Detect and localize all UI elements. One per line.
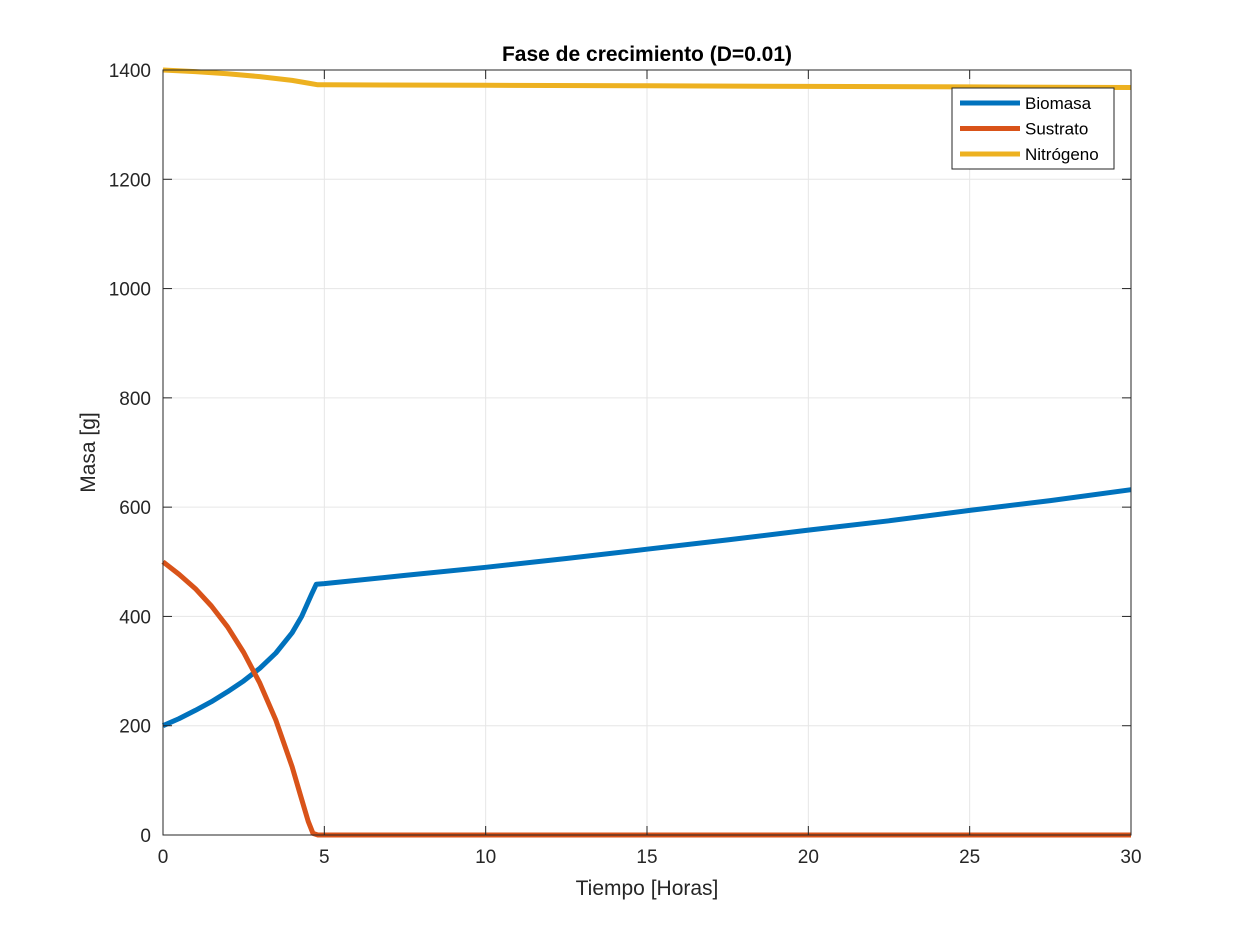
y-tick-label: 1400 (109, 61, 151, 82)
y-tick-label: 800 (119, 389, 151, 410)
x-tick-label: 30 (1120, 847, 1141, 868)
y-tick-label: 1200 (109, 170, 151, 191)
x-tick-label: 0 (158, 847, 169, 868)
x-tick-label: 25 (959, 847, 980, 868)
grid (162, 69, 1132, 836)
series-line-nitrogeno (162, 67, 1132, 90)
y-tick-label: 0 (140, 826, 151, 847)
x-axis-label: Tiempo [Horas] (576, 877, 719, 900)
x-tick-label: 10 (475, 847, 496, 868)
y-axis-label: Masa [g] (77, 412, 100, 493)
legend-label-nitrogeno: Nitrógeno (1025, 145, 1099, 164)
x-tick-label: 20 (798, 847, 819, 868)
x-axis-ticks: 0 5 10 15 20 25 30 (158, 70, 1142, 868)
y-axis-ticks: 0 200 400 600 800 1000 1200 1400 (109, 61, 1131, 847)
legend: Biomasa Sustrato Nitrógeno (951, 87, 1115, 170)
y-tick-label: 200 (119, 717, 151, 738)
y-tick-label: 600 (119, 498, 151, 519)
series-line-biomasa (161, 487, 1132, 728)
legend-label-biomasa: Biomasa (1025, 94, 1092, 113)
x-tick-label: 15 (636, 847, 657, 868)
y-tick-label: 1000 (109, 280, 151, 301)
x-tick-label: 5 (319, 847, 330, 868)
legend-label-sustrato: Sustrato (1025, 120, 1088, 139)
chart-title: Fase de crecimiento (D=0.01) (502, 43, 792, 66)
y-tick-label: 400 (119, 607, 151, 628)
